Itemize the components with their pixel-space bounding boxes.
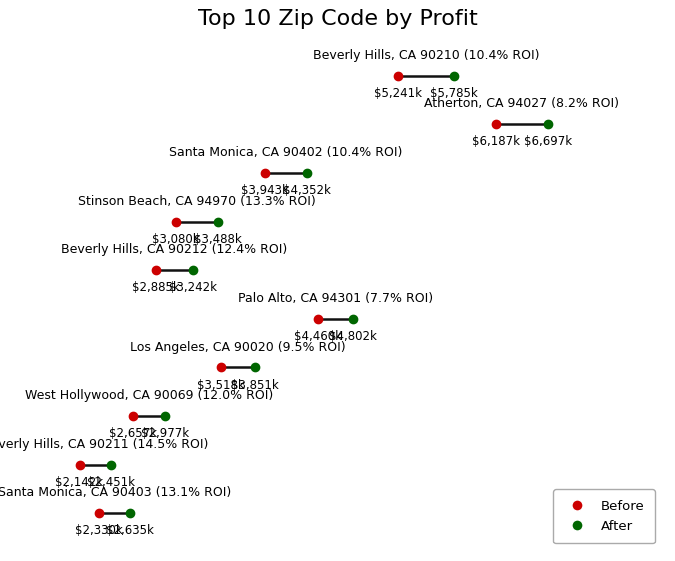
Text: $3,943k: $3,943k — [241, 184, 289, 197]
Text: $3,518k: $3,518k — [197, 379, 245, 392]
Text: $4,352k: $4,352k — [283, 184, 331, 197]
Text: Palo Alto, CA 94301 (7.7% ROI): Palo Alto, CA 94301 (7.7% ROI) — [238, 292, 433, 305]
Text: $6,187k: $6,187k — [472, 135, 520, 149]
Text: $2,635k: $2,635k — [106, 525, 154, 537]
Text: $2,657k: $2,657k — [109, 427, 157, 440]
Text: $2,977k: $2,977k — [141, 427, 190, 440]
Text: $4,460k: $4,460k — [294, 330, 342, 343]
Text: Santa Monica, CA 90403 (13.1% ROI): Santa Monica, CA 90403 (13.1% ROI) — [0, 486, 231, 499]
Text: $2,142k: $2,142k — [55, 476, 103, 489]
Text: Beverly Hills, CA 90212 (12.4% ROI): Beverly Hills, CA 90212 (12.4% ROI) — [61, 243, 288, 256]
Text: Los Angeles, CA 90020 (9.5% ROI): Los Angeles, CA 90020 (9.5% ROI) — [130, 341, 346, 353]
Legend: Before, After: Before, After — [553, 490, 655, 543]
Text: Atherton, CA 94027 (8.2% ROI): Atherton, CA 94027 (8.2% ROI) — [425, 98, 620, 111]
Text: West Hollywood, CA 90069 (12.0% ROI): West Hollywood, CA 90069 (12.0% ROI) — [25, 389, 273, 402]
Text: Beverly Hills, CA 90211 (14.5% ROI): Beverly Hills, CA 90211 (14.5% ROI) — [0, 438, 209, 451]
Text: $2,451k: $2,451k — [87, 476, 135, 489]
Text: $2,330k: $2,330k — [75, 525, 123, 537]
Text: $3,080k: $3,080k — [152, 233, 200, 246]
Text: $5,241k: $5,241k — [375, 87, 423, 100]
Text: Stinson Beach, CA 94970 (13.3% ROI): Stinson Beach, CA 94970 (13.3% ROI) — [78, 195, 316, 208]
Text: $4,802k: $4,802k — [329, 330, 377, 343]
Text: $3,851k: $3,851k — [232, 379, 279, 392]
Text: $3,488k: $3,488k — [194, 233, 242, 246]
Text: Santa Monica, CA 90402 (10.4% ROI): Santa Monica, CA 90402 (10.4% ROI) — [169, 146, 402, 159]
Text: $5,785k: $5,785k — [431, 87, 478, 100]
Text: $3,242k: $3,242k — [169, 281, 217, 295]
Text: Beverly Hills, CA 90210 (10.4% ROI): Beverly Hills, CA 90210 (10.4% ROI) — [313, 49, 539, 62]
Text: $2,885k: $2,885k — [132, 281, 180, 295]
Text: $6,697k: $6,697k — [524, 135, 572, 149]
Title: Top 10 Zip Code by Profit: Top 10 Zip Code by Profit — [198, 10, 477, 29]
